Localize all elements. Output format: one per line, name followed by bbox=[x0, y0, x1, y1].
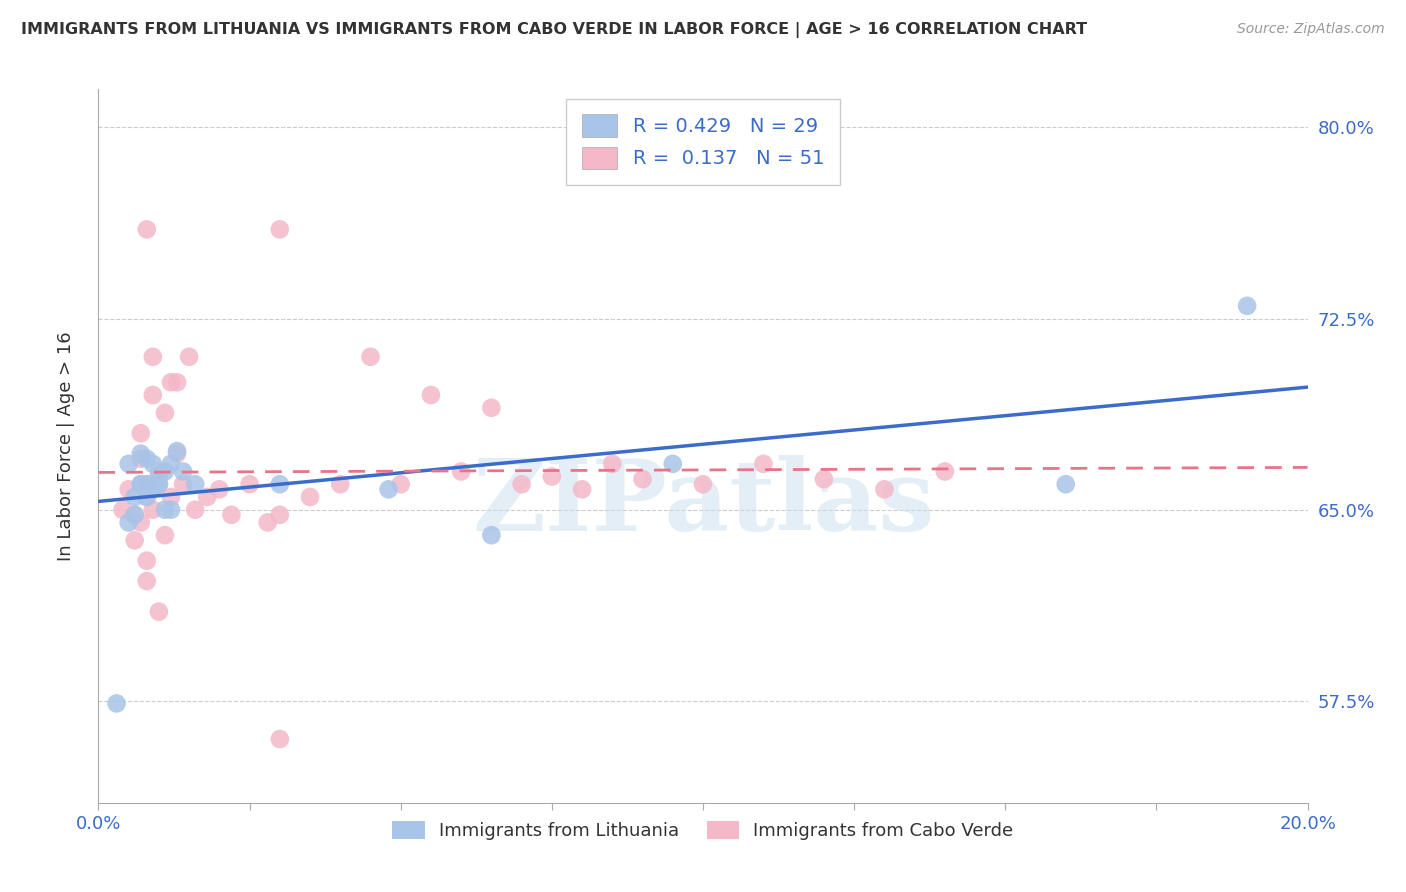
Point bbox=[481, 528, 503, 542]
Point bbox=[269, 732, 291, 747]
Point bbox=[269, 508, 291, 522]
Point bbox=[142, 350, 165, 364]
Point bbox=[481, 401, 503, 415]
Point bbox=[148, 465, 170, 479]
Point bbox=[184, 477, 207, 491]
Point bbox=[160, 457, 183, 471]
Point bbox=[1236, 299, 1258, 313]
Point bbox=[135, 554, 157, 568]
Point bbox=[129, 477, 152, 491]
Point bbox=[420, 388, 443, 402]
Point bbox=[142, 502, 165, 516]
Point bbox=[269, 477, 291, 491]
Point bbox=[813, 472, 835, 486]
Point bbox=[135, 451, 157, 466]
Point bbox=[166, 444, 188, 458]
Point bbox=[934, 465, 956, 479]
Point bbox=[166, 376, 188, 390]
Point bbox=[1054, 477, 1077, 491]
Point bbox=[571, 483, 593, 497]
Point bbox=[153, 528, 176, 542]
Point bbox=[360, 350, 382, 364]
Point bbox=[166, 447, 188, 461]
Point bbox=[184, 502, 207, 516]
Point bbox=[124, 533, 146, 548]
Point bbox=[129, 477, 152, 491]
Point bbox=[172, 465, 194, 479]
Point bbox=[135, 222, 157, 236]
Legend: Immigrants from Lithuania, Immigrants from Cabo Verde: Immigrants from Lithuania, Immigrants fr… bbox=[385, 814, 1021, 847]
Point bbox=[148, 477, 170, 491]
Point bbox=[239, 477, 262, 491]
Point bbox=[208, 483, 231, 497]
Point bbox=[135, 574, 157, 588]
Point bbox=[160, 502, 183, 516]
Point bbox=[124, 508, 146, 522]
Point bbox=[631, 472, 654, 486]
Point bbox=[221, 508, 243, 522]
Point bbox=[135, 490, 157, 504]
Point bbox=[153, 465, 176, 479]
Point bbox=[329, 477, 352, 491]
Point bbox=[148, 469, 170, 483]
Point bbox=[129, 447, 152, 461]
Point bbox=[873, 483, 896, 497]
Point bbox=[299, 490, 322, 504]
Point bbox=[692, 477, 714, 491]
Point bbox=[602, 457, 624, 471]
Point bbox=[129, 451, 152, 466]
Point bbox=[142, 388, 165, 402]
Point bbox=[172, 477, 194, 491]
Point bbox=[135, 477, 157, 491]
Point bbox=[118, 457, 141, 471]
Point bbox=[124, 490, 146, 504]
Point bbox=[389, 477, 412, 491]
Point bbox=[118, 516, 141, 530]
Point bbox=[135, 477, 157, 491]
Point bbox=[377, 483, 399, 497]
Point bbox=[540, 469, 562, 483]
Point bbox=[153, 406, 176, 420]
Point bbox=[124, 508, 146, 522]
Point bbox=[752, 457, 775, 471]
Point bbox=[135, 490, 157, 504]
Point bbox=[450, 465, 472, 479]
Point bbox=[661, 457, 683, 471]
Point bbox=[160, 376, 183, 390]
Point bbox=[129, 426, 152, 441]
Text: IMMIGRANTS FROM LITHUANIA VS IMMIGRANTS FROM CABO VERDE IN LABOR FORCE | AGE > 1: IMMIGRANTS FROM LITHUANIA VS IMMIGRANTS … bbox=[21, 22, 1087, 38]
Point bbox=[148, 477, 170, 491]
Point bbox=[269, 222, 291, 236]
Point bbox=[510, 477, 533, 491]
Point bbox=[195, 490, 218, 504]
Point bbox=[148, 605, 170, 619]
Point bbox=[160, 490, 183, 504]
Point bbox=[129, 516, 152, 530]
Point bbox=[111, 502, 134, 516]
Point bbox=[179, 350, 201, 364]
Point bbox=[105, 697, 128, 711]
Point bbox=[118, 483, 141, 497]
Text: Source: ZipAtlas.com: Source: ZipAtlas.com bbox=[1237, 22, 1385, 37]
Y-axis label: In Labor Force | Age > 16: In Labor Force | Age > 16 bbox=[56, 331, 75, 561]
Point bbox=[153, 502, 176, 516]
Point bbox=[256, 516, 278, 530]
Point bbox=[142, 483, 165, 497]
Text: ZIPatlas: ZIPatlas bbox=[472, 455, 934, 551]
Point bbox=[142, 457, 165, 471]
